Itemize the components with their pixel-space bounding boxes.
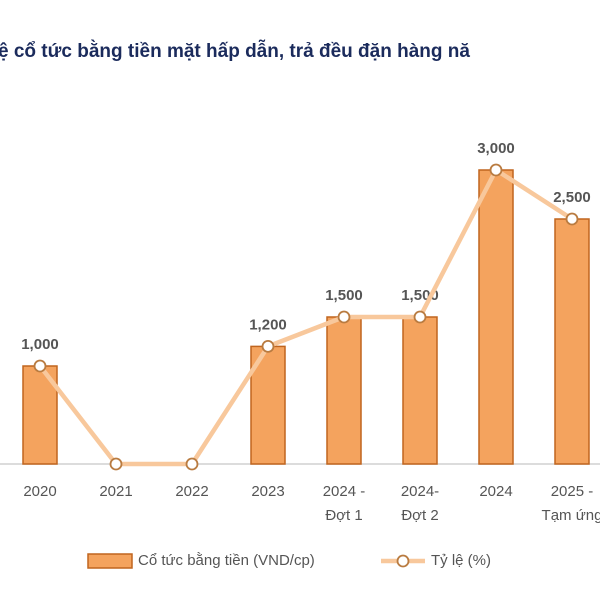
bar: [478, 169, 514, 465]
bar: [326, 316, 362, 465]
line-marker: [261, 339, 275, 353]
x-tick-label: 2025 -Tạm ứng: [542, 483, 600, 524]
line-marker: [33, 359, 47, 373]
legend-label: Tỷ lệ (%): [431, 552, 491, 569]
value-label: 3,000: [477, 140, 515, 157]
value-label: 2,500: [553, 189, 591, 206]
legend-swatch: [87, 553, 133, 569]
bar: [402, 316, 438, 465]
value-label: 1,200: [249, 316, 287, 333]
legend-marker: [396, 554, 410, 568]
value-label: 1,000: [21, 336, 59, 353]
line-marker: [565, 212, 579, 226]
line: [38, 167, 574, 467]
line-marker: [109, 457, 123, 471]
x-tick-label: 2024 -Đợt 1: [323, 483, 366, 524]
chart-title: ệ cổ tức bằng tiền mặt hấp dẫn, trả đều …: [0, 40, 470, 62]
x-tick-label: 2023: [251, 483, 284, 500]
x-tick-label: 2024-Đợt 2: [401, 483, 439, 524]
line-marker: [413, 310, 427, 324]
line-marker: [489, 163, 503, 177]
x-tick-label: 2022: [175, 483, 208, 500]
bar: [554, 218, 590, 465]
legend-label: Cổ tức bằng tiền (VND/cp): [138, 552, 315, 569]
line-marker: [337, 310, 351, 324]
value-label: 1,500: [325, 287, 363, 304]
x-tick-label: 2020: [23, 483, 56, 500]
line-marker: [185, 457, 199, 471]
x-tick-label: 2024: [479, 483, 512, 500]
x-tick-label: 2021: [99, 483, 132, 500]
